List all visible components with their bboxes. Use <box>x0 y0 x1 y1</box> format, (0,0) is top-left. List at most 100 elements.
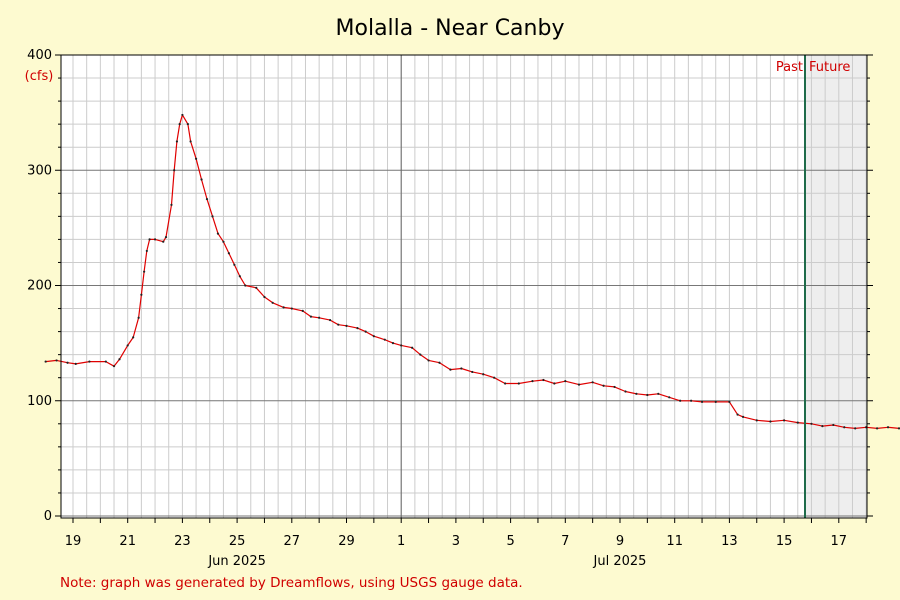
data-point <box>255 286 258 289</box>
month-label: Jul 2025 <box>593 554 647 569</box>
data-point <box>145 249 148 253</box>
data-point <box>438 361 441 364</box>
data-point <box>504 382 507 385</box>
x-tick-label: 29 <box>338 534 355 549</box>
future-shade <box>805 55 867 518</box>
data-point <box>810 422 813 425</box>
axis-ticks <box>55 54 873 523</box>
data-point <box>148 238 151 241</box>
data-point <box>460 367 463 370</box>
data-point <box>140 293 143 296</box>
data-point <box>875 427 879 430</box>
y-axis-unit: (cfs) <box>25 69 54 84</box>
data-point <box>211 215 214 218</box>
x-tick-label: 21 <box>119 534 136 549</box>
data-point <box>290 307 293 310</box>
data-point <box>372 335 375 338</box>
x-tick-label: 17 <box>831 534 848 549</box>
data-point <box>553 382 556 385</box>
plot-background <box>61 55 867 518</box>
data-point <box>244 284 247 287</box>
data-point <box>843 426 846 429</box>
data-point <box>564 380 567 383</box>
source-note: Note: graph was generated by Dreamflows,… <box>60 575 523 591</box>
data-point <box>104 360 107 363</box>
y-tick-label: 300 <box>27 163 52 178</box>
data-point <box>328 318 332 322</box>
data-point <box>282 306 285 309</box>
data-point <box>577 383 581 386</box>
data-point <box>194 157 198 160</box>
data-point <box>364 330 367 333</box>
data-point <box>66 361 69 364</box>
data-point <box>74 362 77 365</box>
data-point <box>591 381 594 384</box>
data-point <box>854 427 857 430</box>
data-point <box>309 315 313 318</box>
data-point <box>411 346 414 349</box>
data-point <box>356 327 359 330</box>
data-point <box>690 399 693 402</box>
data-point <box>427 359 430 362</box>
data-point <box>227 252 230 255</box>
chart-title: Molalla - Near Canby <box>336 16 565 41</box>
y-tick-label: 400 <box>27 48 52 63</box>
data-point <box>821 425 824 428</box>
data-point <box>755 419 758 422</box>
data-point <box>624 390 627 393</box>
data-point <box>175 140 179 143</box>
data-point <box>181 113 184 117</box>
x-tick-label: 3 <box>452 534 460 549</box>
y-tick-label: 0 <box>44 509 52 524</box>
data-point <box>741 415 745 418</box>
data-point <box>679 399 682 402</box>
month-label: Jun 2025 <box>207 554 266 569</box>
data-point <box>337 323 340 326</box>
y-tick-label: 200 <box>27 279 52 294</box>
data-point <box>164 235 168 239</box>
data-point <box>118 358 121 361</box>
past-label: Past <box>776 60 803 75</box>
x-tick-label: 7 <box>561 534 569 549</box>
x-tick-label: 13 <box>721 534 738 549</box>
data-point <box>897 427 900 430</box>
data-point <box>419 353 422 356</box>
data-point <box>205 197 209 201</box>
x-tick-label: 5 <box>506 534 514 549</box>
data-point <box>646 393 649 397</box>
data-point <box>542 378 545 382</box>
data-point <box>345 324 348 327</box>
data-point <box>170 203 173 206</box>
data-point <box>301 309 304 312</box>
data-point <box>482 373 485 376</box>
data-point <box>736 413 739 416</box>
x-tick-label: 23 <box>174 534 191 549</box>
grid-lines <box>61 54 867 518</box>
data-point <box>238 275 241 278</box>
data-point <box>493 376 496 379</box>
x-tick-label: 11 <box>666 534 683 549</box>
data-point <box>55 359 58 362</box>
data-point <box>132 336 135 339</box>
x-tick-label: 1 <box>397 534 405 549</box>
data-point <box>88 360 91 363</box>
data-point <box>517 382 520 385</box>
future-label: Future <box>809 60 850 75</box>
month-labels: Jun 2025 Jul 2025 <box>207 554 646 569</box>
data-point <box>222 240 225 243</box>
data-point <box>162 240 165 243</box>
data-point <box>44 360 47 363</box>
data-point <box>832 423 835 427</box>
x-tick-labels: 19 21 23 25 27 29 1 3 5 7 9 11 13 15 17 <box>65 534 847 549</box>
data-point <box>126 344 129 347</box>
data-point <box>200 178 203 181</box>
x-tick-label: 9 <box>616 534 624 549</box>
data-point <box>728 400 731 404</box>
data-point <box>783 419 786 422</box>
data-point <box>271 301 274 304</box>
data-point <box>602 384 605 387</box>
data-point <box>769 420 772 423</box>
data-point <box>318 316 321 319</box>
data-point <box>400 344 403 347</box>
